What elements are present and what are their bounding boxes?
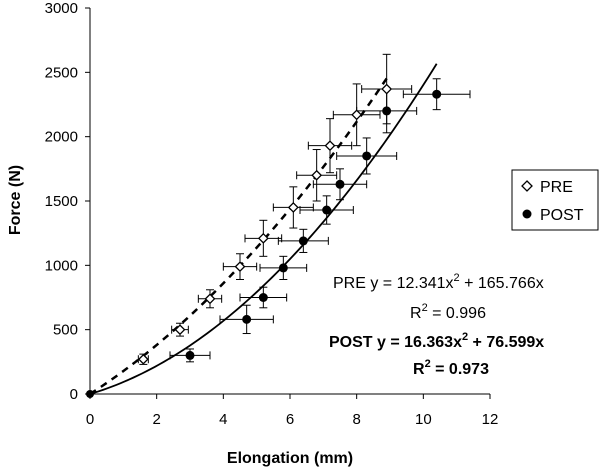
legend-label-post: POST [540,207,584,224]
legend-marker-post [522,209,532,219]
y-tick-label: 0 [70,386,78,403]
origin-point [86,390,94,398]
pre-r-squared-tail: = 0.996 [428,305,486,322]
data-point-pre [174,324,186,336]
x-tick-label: 2 [152,411,160,428]
y-tick-label: 1500 [45,193,78,210]
pre-r-squared-head: R [410,305,422,322]
pre-equation-head: PRE y = 12.341x [333,275,454,292]
x-tick-label: 10 [415,411,432,428]
y-axis-ticks: 0 500 1000 1500 2000 2500 3000 [45,0,90,403]
post-r-squared: R2 = 0.973 [413,358,489,378]
data-point-pre [324,140,336,152]
data-point-pre [204,293,216,305]
y-tick-label: 500 [53,322,78,339]
x-axis-title: Elongation (mm) [227,450,353,467]
data-point-pre [234,261,246,273]
legend-box [511,169,599,231]
data-point-pre [137,353,149,365]
pre-r-squared: R2 = 0.996 [410,302,486,322]
y-tick-label: 3000 [45,0,78,17]
post-equation-tail: + 76.599x [468,334,544,351]
data-point-post [185,350,195,360]
data-point-pre [351,109,363,121]
x-tick-label: 6 [286,411,294,428]
y-tick-label: 2000 [45,129,78,146]
post-equation: POST y = 16.363x2 + 76.599x [329,331,544,351]
data-point-post [242,314,252,324]
x-tick-label: 0 [86,411,94,428]
legend: PRE POST [511,169,599,231]
y-axis-title: Force (N) [7,165,24,235]
pre-r-squared-exponent: 2 [422,302,428,314]
post-r-squared-head: R [413,361,425,378]
data-point-post [322,205,332,215]
legend-label-pre: PRE [540,179,573,196]
post-equation-exponent: 2 [462,331,468,343]
data-point-pre [257,232,269,244]
y-tick-label: 1000 [45,257,78,274]
pre-equation-exponent: 2 [454,272,460,284]
data-point-post [278,263,288,273]
post-r-squared-tail: = 0.973 [431,361,489,378]
post-equation-head: POST y = 16.363x [329,334,462,351]
data-point-post [432,89,442,99]
pre-equation-tail: + 165.766x [460,275,544,292]
data-point-post [362,151,372,161]
post-r-squared-exponent: 2 [425,358,431,370]
data-markers [86,83,442,398]
data-point-post [335,179,345,189]
data-point-post [382,106,392,116]
x-tick-label: 4 [219,411,227,428]
fit-line-post [89,63,438,395]
pre-equation: PRE y = 12.341x2 + 165.766x [333,272,544,292]
data-point-post [298,236,308,246]
x-tick-label: 8 [352,411,360,428]
data-point-pre [287,202,299,213]
legend-marker-pre [521,180,533,192]
data-point-pre [311,169,323,181]
fit-equations: PRE y = 12.341x2 + 165.766x R2 = 0.996 P… [329,272,544,378]
data-point-pre [381,83,393,95]
data-point-post [258,293,268,302]
x-tick-label: 12 [482,411,499,428]
y-tick-label: 2500 [45,64,78,81]
x-axis-ticks: 0 2 4 6 8 10 12 [86,394,499,428]
